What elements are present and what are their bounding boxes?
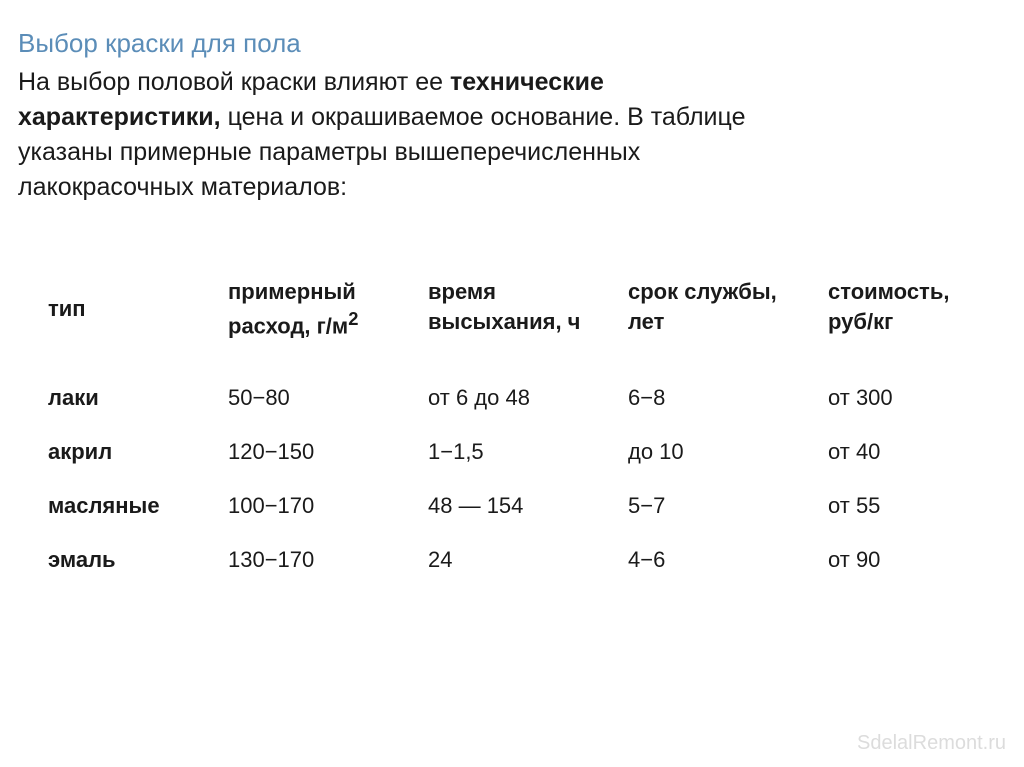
table-row: эмаль 130−170 24 4−6 от 90 (48, 533, 1008, 587)
cell-consumption: 100−170 (228, 479, 428, 533)
cell-cost: от 40 (828, 425, 1008, 479)
cell-consumption: 130−170 (228, 533, 428, 587)
cell-drying: 24 (428, 533, 628, 587)
header-cost-line2: руб/кг (828, 309, 893, 334)
cell-drying: 48 — 154 (428, 479, 628, 533)
header-type: тип (48, 263, 228, 371)
table-row: лаки 50−80 от 6 до 48 6−8 от 300 (48, 371, 1008, 425)
table-row: масляные 100−170 48 — 154 5−7 от 55 (48, 479, 1008, 533)
intro-text-1: На выбор половой краски влияют ее (18, 68, 450, 96)
header-service-line1: срок службы, (628, 279, 777, 304)
cell-consumption: 120−150 (228, 425, 428, 479)
intro-paragraph: На выбор половой краски влияют ее технич… (18, 65, 798, 205)
cell-cost: от 90 (828, 533, 1008, 587)
cell-cost: от 300 (828, 371, 1008, 425)
cell-type: эмаль (48, 533, 228, 587)
header-drying-line2: высыхания, ч (428, 309, 580, 334)
header-drying-line1: время (428, 279, 496, 304)
cell-type: масляные (48, 479, 228, 533)
cell-drying: 1−1,5 (428, 425, 628, 479)
cell-type: лаки (48, 371, 228, 425)
watermark: SdelalRemont.ru (857, 732, 1006, 755)
cell-drying: от 6 до 48 (428, 371, 628, 425)
header-cost-line1: стоимость, (828, 279, 949, 304)
header-service-line2: лет (628, 309, 664, 334)
header-consumption-line1: примерный (228, 279, 356, 304)
cell-consumption: 50−80 (228, 371, 428, 425)
table-row: акрил 120−150 1−1,5 до 10 от 40 (48, 425, 1008, 479)
cell-service: до 10 (628, 425, 828, 479)
header-service: срок службы, лет (628, 263, 828, 371)
page-title: Выбор краски для пола (18, 28, 1006, 59)
header-cost: стоимость, руб/кг (828, 263, 1008, 371)
cell-service: 5−7 (628, 479, 828, 533)
cell-service: 6−8 (628, 371, 828, 425)
table-header-row: тип примерный расход, г/м2 время высыхан… (48, 263, 1008, 371)
header-consumption: примерный расход, г/м2 (228, 263, 428, 371)
cell-service: 4−6 (628, 533, 828, 587)
cell-cost: от 55 (828, 479, 1008, 533)
header-drying: время высыхания, ч (428, 263, 628, 371)
cell-type: акрил (48, 425, 228, 479)
paint-table: тип примерный расход, г/м2 время высыхан… (48, 263, 1008, 587)
header-consumption-line2: расход, г/м (228, 313, 348, 338)
header-consumption-sup: 2 (348, 308, 358, 329)
